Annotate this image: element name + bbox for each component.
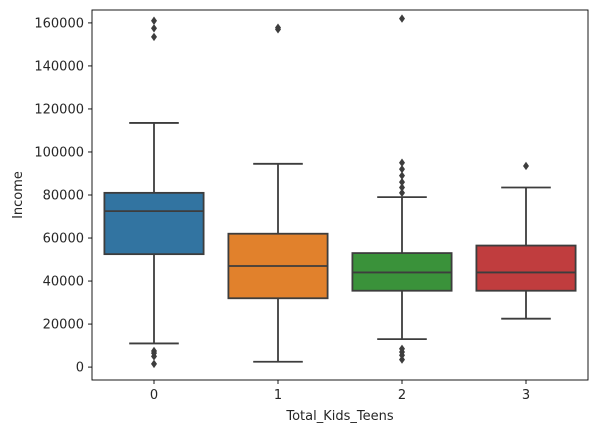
y-tick-label: 140000 (34, 59, 84, 74)
outlier-point (399, 355, 405, 364)
outlier-point (275, 23, 281, 32)
outlier-point (523, 161, 529, 171)
outlier-point (399, 158, 405, 167)
axes: 0 20000 40000 60000 80000 100000 120000 140000 1… (34, 9, 589, 403)
y-tick-label: 40000 (43, 275, 84, 290)
x-tick-label: 0 (150, 388, 158, 403)
outlier-point (151, 359, 157, 369)
outlier-point (151, 346, 157, 356)
box-iqr (103, 191, 205, 256)
outlier-point (399, 188, 405, 198)
x-tick-label: 1 (274, 388, 282, 403)
box-group-0 (103, 16, 205, 369)
y-axis-label: Income (11, 171, 26, 219)
y-tick-label: 80000 (43, 189, 84, 204)
y-tick-label: 100000 (34, 145, 84, 160)
x-axis-label: Total_Kids_Teens (285, 409, 393, 424)
y-tick-label: 120000 (34, 102, 84, 117)
box-group-1 (227, 23, 329, 363)
outlier-point (399, 344, 405, 354)
y-tick-label: 20000 (43, 318, 84, 333)
x-tick-label: 3 (522, 388, 530, 403)
box-group-3 (475, 161, 577, 320)
outlier-point (399, 14, 405, 23)
y-tick-label: 0 (76, 361, 84, 376)
y-tick-label: 60000 (43, 232, 84, 247)
plot-area (103, 14, 577, 369)
outlier-point (151, 16, 157, 25)
x-tick-label: 2 (398, 388, 406, 403)
outlier-point (399, 171, 405, 180)
outlier-point (151, 24, 157, 33)
box-iqr (475, 244, 577, 292)
box-group-2 (351, 14, 453, 364)
outlier-point (399, 183, 405, 192)
outlier-point (399, 164, 405, 174)
outlier-point (151, 32, 157, 42)
outlier-point (399, 177, 405, 187)
y-tick-label: 160000 (34, 16, 84, 31)
